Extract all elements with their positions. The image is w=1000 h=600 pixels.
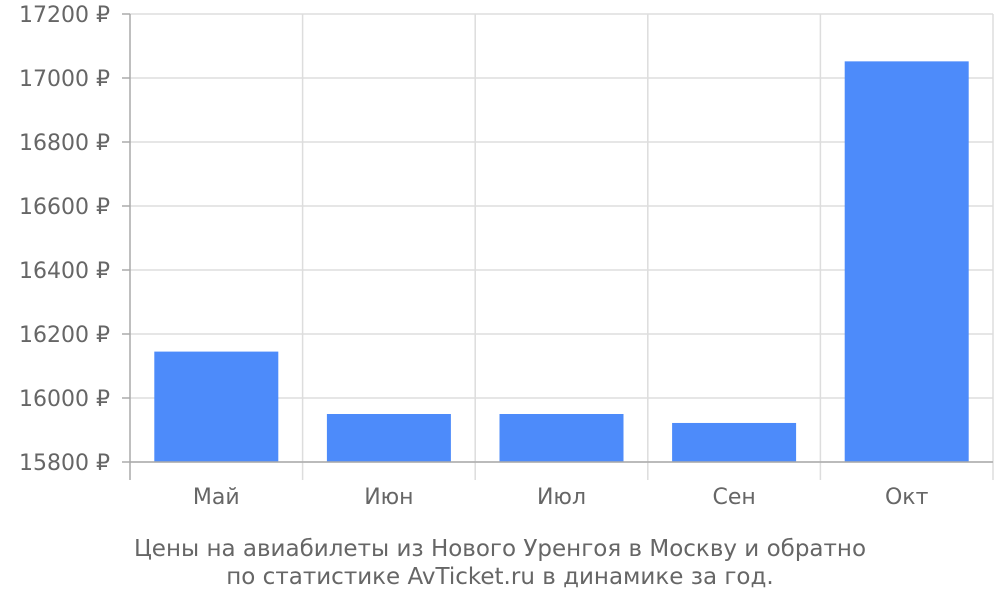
x-category-label: Окт <box>885 485 929 510</box>
axes <box>122 13 993 480</box>
bar <box>154 351 279 462</box>
y-tick-label: 16000 ₽ <box>19 387 110 412</box>
x-category-label: Сен <box>712 485 755 510</box>
y-tick-label: 17000 ₽ <box>19 67 110 92</box>
bar <box>326 414 451 462</box>
x-category-label: Май <box>193 485 240 510</box>
y-tick-label: 15800 ₽ <box>19 451 110 476</box>
chart-caption-line-1: Цены на авиабилеты из Нового Уренгоя в М… <box>134 536 866 562</box>
y-tick-label: 17200 ₽ <box>19 3 110 28</box>
x-axis-category-labels: Май Июн Июл Сен Окт <box>193 485 929 510</box>
y-tick-label: 16200 ₽ <box>19 323 110 348</box>
bar <box>499 414 624 462</box>
bars <box>154 61 969 463</box>
bar <box>844 61 969 463</box>
y-tick-label: 16600 ₽ <box>19 195 110 220</box>
bar <box>672 422 797 462</box>
x-category-label: Июл <box>537 485 586 510</box>
y-axis-tick-labels: 15800 ₽ 16000 ₽ 16200 ₽ 16400 ₽ 16600 ₽ 16800… <box>19 3 110 476</box>
chart-caption-line-2: по статистике AvTicket.ru в динамике за … <box>226 564 773 590</box>
y-tick-label: 16400 ₽ <box>19 259 110 284</box>
y-tick-label: 16800 ₽ <box>19 131 110 156</box>
x-category-label: Июн <box>364 485 413 510</box>
